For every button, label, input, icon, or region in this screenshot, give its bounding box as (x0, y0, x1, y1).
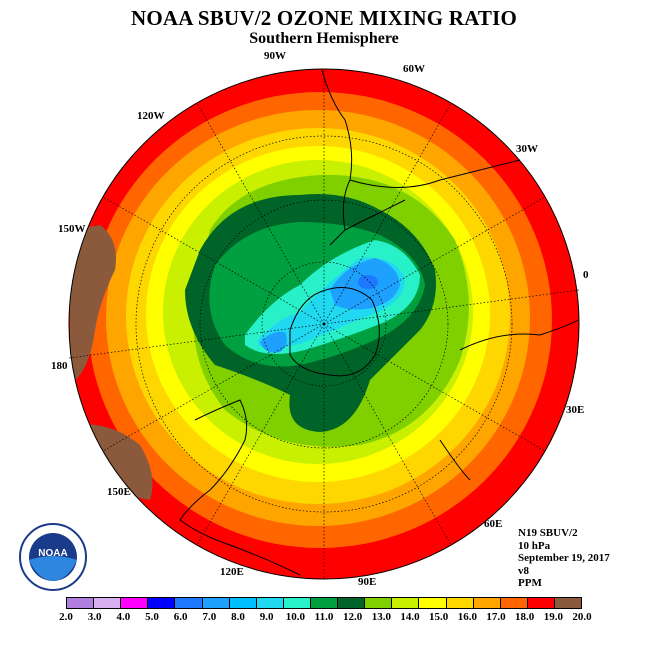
colorbar-swatch (365, 598, 393, 608)
lat-circle-2 (199, 199, 449, 449)
meridian-150e (102, 323, 325, 452)
info-satellite: N19 SBUV/2 (518, 527, 578, 539)
lon-label-120w: 120W (137, 110, 165, 122)
colorbar-tick-label: 14.0 (400, 611, 420, 623)
colorbar-tick-label: 18.0 (515, 611, 535, 623)
colorbar-swatch (554, 598, 582, 608)
band-6 (358, 275, 378, 289)
meridian-150w (102, 196, 325, 325)
colorbar-tick-label: 16.0 (457, 611, 477, 623)
lon-label-0: 0 (583, 269, 589, 281)
lon-label-30w: 30W (516, 143, 538, 155)
colorbar-swatch (473, 598, 501, 608)
colorbar-tick-label: 8.0 (231, 611, 245, 623)
lat-circle-3 (135, 135, 513, 513)
lon-label-60e: 60E (484, 518, 503, 530)
info-date: September 19, 2017 (518, 552, 610, 564)
lon-label-180: 180 (51, 360, 68, 372)
colorbar-tick-label: 3.0 (87, 611, 102, 623)
meridian-180 (68, 323, 325, 359)
info-version: v8 (518, 564, 529, 577)
chart-title: NOAA SBUV/2 OZONE MIXING RATIO (131, 6, 517, 30)
lon-label-120e: 120E (220, 566, 244, 578)
meridian-60e (323, 323, 452, 546)
meridian-0 (323, 289, 580, 325)
ozone-field (69, 69, 579, 579)
colorbar-tick-label: 10.0 (285, 611, 305, 623)
colorbar-swatch (310, 598, 339, 608)
colorbar-tick-label: 20.0 (572, 611, 592, 623)
colorbar-swatch (446, 598, 474, 608)
colorbar-tick-label: 19.0 (543, 611, 563, 623)
info-level: 10 hPa (518, 539, 551, 552)
graticule (68, 69, 580, 579)
lon-label-30e: 30E (566, 404, 585, 416)
meridian-30e (323, 323, 546, 452)
colorbar-swatch (392, 598, 420, 608)
colorbar-tick-label: 2.0 (59, 611, 73, 623)
coastlines (179, 69, 579, 576)
colorbar-swatch (202, 598, 230, 608)
colorbar (66, 597, 582, 609)
colorbar-tick-label: 13.0 (371, 611, 391, 623)
band-20-west (70, 225, 116, 385)
lon-label-150w: 150W (58, 223, 86, 235)
colorbar-swatch (121, 598, 149, 608)
madagascar-approx (439, 439, 471, 481)
antarctic-peninsula (344, 199, 406, 231)
colorbar-swatch (67, 598, 95, 608)
chart-subtitle: Southern Hemisphere (249, 30, 399, 47)
new-zealand-approx (179, 519, 301, 576)
colorbar-swatch (419, 598, 447, 608)
meridian-120w (196, 102, 325, 325)
colorbar-tick-label: 17.0 (486, 611, 506, 623)
colorbar-swatch (527, 598, 555, 608)
colorbar-tick-label: 5.0 (145, 611, 159, 623)
band-7b (260, 331, 287, 353)
lon-label-90e: 90E (358, 576, 377, 588)
colorbar-tick-label: 15.0 (429, 611, 449, 623)
colorbar-swatch (229, 598, 257, 608)
colorbar-tick-label: 4.0 (116, 611, 131, 623)
colorbar-tick-label: 6.0 (173, 611, 188, 623)
colorbar-swatch (500, 598, 528, 608)
colorbar-tick-label: 7.0 (202, 611, 217, 623)
map-border (68, 68, 580, 580)
colorbar-swatch (338, 598, 366, 608)
antarctica (289, 287, 380, 377)
noaa-logo: NOAA (19, 523, 87, 591)
south-pole (322, 322, 326, 326)
colorbar-swatch (256, 598, 284, 608)
colorbar-swatch (148, 598, 176, 608)
lon-label-60w: 60W (403, 63, 425, 75)
meridian-120e (196, 323, 325, 546)
colorbar-ticks: 2.0 3.0 4.0 5.0 6.0 7.0 8.0 9.0 10.0 11.0 12.0 13.0… (0, 611, 648, 625)
meridian-30w (323, 196, 546, 325)
info-block: N19 SBUV/2 10 hPa September 19, 2017 v8 … (518, 527, 610, 590)
lon-label-90w: 90W (264, 50, 286, 62)
south-america-east-coast (349, 159, 521, 188)
colorbar-tick-label: 9.0 (259, 611, 274, 623)
australia-coast (179, 399, 248, 521)
lon-label-150e: 150E (107, 486, 131, 498)
colorbar-swatch (283, 598, 311, 608)
colorbar-tick-label: 11.0 (314, 611, 334, 623)
logo-text: NOAA (38, 548, 67, 559)
colorbar-tick-label: 12.0 (343, 611, 363, 623)
lat-circle-1 (261, 261, 387, 387)
colorbar-swatch (175, 598, 203, 608)
meridian-60w (323, 102, 452, 325)
africa-tip (459, 319, 579, 351)
colorbar-swatch (94, 598, 122, 608)
info-units: PPM (518, 577, 542, 589)
